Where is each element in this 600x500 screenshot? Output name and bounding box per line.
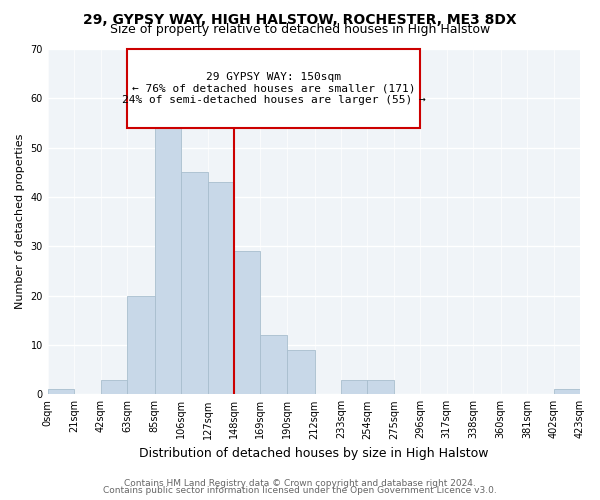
FancyBboxPatch shape <box>127 49 420 128</box>
Bar <box>181 172 208 394</box>
Bar <box>234 252 260 394</box>
Bar <box>554 390 580 394</box>
Text: 29 GYPSY WAY: 150sqm
← 76% of detached houses are smaller (171)
24% of semi-deta: 29 GYPSY WAY: 150sqm ← 76% of detached h… <box>122 72 425 105</box>
Bar <box>367 380 394 394</box>
Bar <box>341 380 367 394</box>
Bar <box>48 390 74 394</box>
Bar <box>287 350 314 395</box>
Text: Contains HM Land Registry data © Crown copyright and database right 2024.: Contains HM Land Registry data © Crown c… <box>124 478 476 488</box>
Bar <box>101 380 127 394</box>
Bar <box>155 108 181 395</box>
Bar <box>260 335 287 394</box>
Text: Contains public sector information licensed under the Open Government Licence v3: Contains public sector information licen… <box>103 486 497 495</box>
Bar <box>208 182 234 394</box>
Y-axis label: Number of detached properties: Number of detached properties <box>15 134 25 310</box>
X-axis label: Distribution of detached houses by size in High Halstow: Distribution of detached houses by size … <box>139 447 488 460</box>
Text: 29, GYPSY WAY, HIGH HALSTOW, ROCHESTER, ME3 8DX: 29, GYPSY WAY, HIGH HALSTOW, ROCHESTER, … <box>83 12 517 26</box>
Text: Size of property relative to detached houses in High Halstow: Size of property relative to detached ho… <box>110 22 490 36</box>
Bar <box>127 296 155 394</box>
